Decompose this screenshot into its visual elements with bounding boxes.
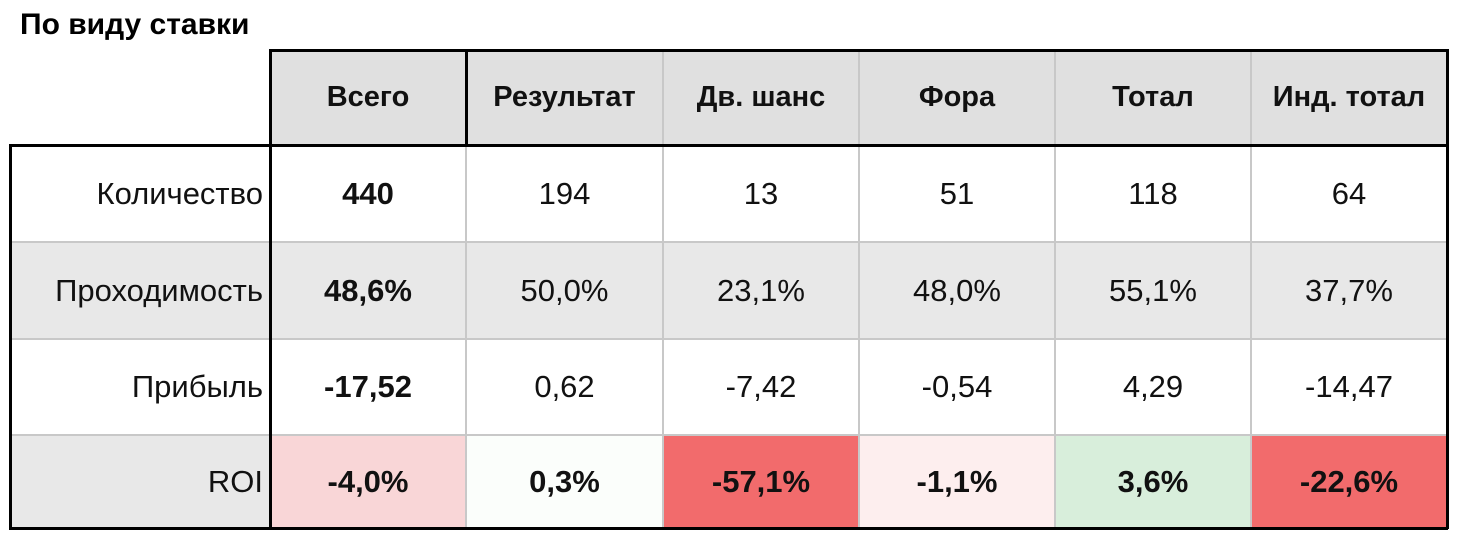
row-label: Прибыль <box>10 339 270 435</box>
data-cell: -1,1% <box>859 435 1055 528</box>
header-cell: Тотал <box>1055 50 1251 145</box>
header-cell: Всего <box>270 50 466 145</box>
data-cell: 3,6% <box>1055 435 1251 528</box>
data-cell: -22,6% <box>1251 435 1447 528</box>
data-cell: 48,6% <box>270 242 466 339</box>
data-cell: -14,47 <box>1251 339 1447 435</box>
data-cell: 0,62 <box>466 339 663 435</box>
data-cell: -17,52 <box>270 339 466 435</box>
data-cell: -7,42 <box>663 339 859 435</box>
row-label: ROI <box>10 435 270 528</box>
data-cell: 440 <box>270 145 466 242</box>
border <box>9 144 1448 147</box>
data-cell: 50,0% <box>466 242 663 339</box>
data-cell: 55,1% <box>1055 242 1251 339</box>
row-label: Проходимость <box>10 242 270 339</box>
header-cell: Результат <box>466 50 663 145</box>
data-cell: 51 <box>859 145 1055 242</box>
border <box>9 144 12 529</box>
table-title: По виду ставки <box>20 8 250 41</box>
data-cell: 13 <box>663 145 859 242</box>
data-cell: -4,0% <box>270 435 466 528</box>
border <box>269 49 272 529</box>
header-cell: Инд. тотал <box>1251 50 1447 145</box>
data-cell: 4,29 <box>1055 339 1251 435</box>
data-cell: 118 <box>1055 145 1251 242</box>
border <box>269 49 1448 52</box>
header-cell: Дв. шанс <box>663 50 859 145</box>
data-cell: 37,7% <box>1251 242 1447 339</box>
data-cell: 194 <box>466 145 663 242</box>
data-cell: 23,1% <box>663 242 859 339</box>
border <box>465 49 468 144</box>
data-cell: -57,1% <box>663 435 859 528</box>
data-cell: 0,3% <box>466 435 663 528</box>
border <box>9 527 1448 530</box>
data-cell: -0,54 <box>859 339 1055 435</box>
row-label: Количество <box>10 145 270 242</box>
data-cell: 48,0% <box>859 242 1055 339</box>
data-cell: 64 <box>1251 145 1447 242</box>
header-cell: Фора <box>859 50 1055 145</box>
border <box>1446 49 1449 529</box>
